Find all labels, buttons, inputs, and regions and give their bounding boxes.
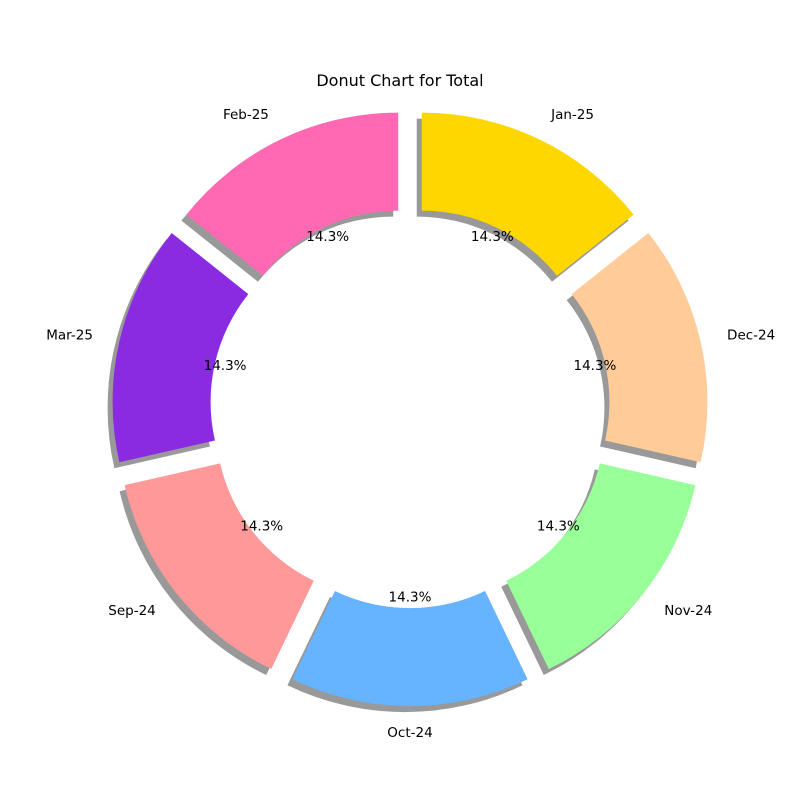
slice-dec-24 bbox=[571, 233, 708, 463]
slice-label-sep-24: Sep-24 bbox=[108, 603, 156, 619]
slice-labels: Feb-25 14.3% Mar-25 14.3% Sep-24 14.3% Oct-24 1… bbox=[46, 107, 775, 741]
slices bbox=[112, 112, 708, 707]
slice-label-jan-25: Jan-25 bbox=[550, 107, 594, 123]
slice-label-mar-25: Mar-25 bbox=[46, 328, 93, 344]
slice-label-feb-25: Feb-25 bbox=[223, 107, 269, 123]
slice-sep-24 bbox=[124, 463, 314, 670]
slice-jan-25 bbox=[421, 112, 634, 276]
slice-pct-label-nov-24: 14.3% bbox=[537, 518, 580, 534]
slice-label-nov-24: Nov-24 bbox=[664, 603, 712, 619]
slice-label-oct-24: Oct-24 bbox=[387, 725, 432, 741]
slice-pct-label-jan-25: 14.3% bbox=[471, 229, 514, 245]
slice-pct-label-feb-25: 14.3% bbox=[306, 229, 349, 245]
slice-pct-label-sep-24: 14.3% bbox=[240, 518, 283, 534]
slice-feb-25 bbox=[186, 112, 399, 276]
slice-pct-label-dec-24: 14.3% bbox=[573, 358, 616, 374]
slice-oct-24 bbox=[292, 590, 528, 707]
slice-pct-label-mar-25: 14.3% bbox=[204, 358, 247, 374]
slice-pct-label-oct-24: 14.3% bbox=[389, 590, 432, 606]
chart-title: Donut Chart for Total bbox=[316, 71, 484, 90]
slice-mar-25 bbox=[112, 233, 249, 463]
slice-label-dec-24: Dec-24 bbox=[727, 328, 775, 344]
slice-nov-24 bbox=[506, 463, 696, 670]
